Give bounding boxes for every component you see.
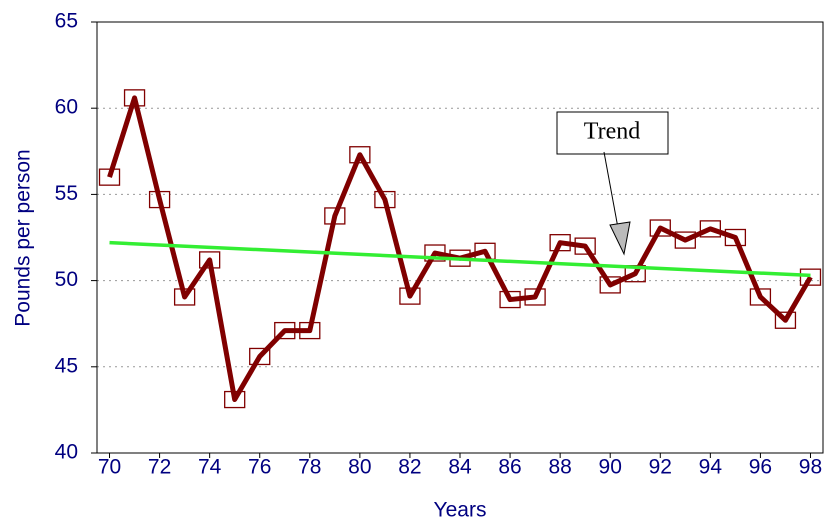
x-tick-label: 84 [448,456,472,479]
point-marker [224,390,246,409]
point-marker [148,190,171,209]
x-tick-label: 88 [548,456,571,479]
point-marker [549,234,571,252]
point-marker [123,89,146,107]
y-tick-label: 60 [55,96,78,119]
y-tick-label: 55 [55,182,78,205]
y-tick-label: 50 [55,268,78,291]
y-axis-label: Pounds per person [12,149,35,326]
annotation-text: Trend [584,119,640,145]
point-marker [574,237,596,255]
point-marker [749,288,772,306]
point-marker [173,288,196,306]
annotation-arrow [603,151,619,229]
x-tick-label: 70 [98,456,121,479]
annotation-arrowhead [609,221,631,256]
point-marker [349,146,371,164]
y-tick-label: 45 [55,354,78,377]
point-marker [324,207,346,225]
point-marker [599,276,621,294]
point-marker [799,268,822,286]
point-marker [524,288,546,306]
point-marker [199,251,221,269]
series-line [109,240,811,278]
point-marker [424,244,446,262]
x-tick-label: 98 [799,456,822,479]
point-marker [274,321,296,340]
point-marker [724,228,747,247]
x-tick-label: 72 [148,456,171,479]
x-axis-label: Years [434,499,487,522]
point-marker [774,311,797,329]
point-marker [699,220,721,238]
point-marker [399,287,421,305]
x-tick-label: 78 [298,456,321,479]
x-tick-label: 90 [599,456,622,479]
x-tick-label: 80 [348,456,371,479]
annotation-box [556,111,669,155]
x-tick-label: 74 [198,456,222,479]
plot-frame [96,21,824,454]
x-tick-label: 94 [699,456,723,479]
point-marker [499,290,521,309]
x-tick-label: 92 [649,456,672,479]
x-tick-label: 82 [398,456,421,479]
x-tick-label: 76 [248,456,271,479]
point-marker [98,168,121,186]
x-tick-label: 86 [498,456,521,479]
point-marker [374,190,396,209]
point-marker [674,231,696,249]
point-marker [299,321,321,340]
point-marker [649,219,671,237]
x-tick-label: 96 [749,456,772,479]
y-tick-label: 65 [55,10,78,33]
y-tick-label: 40 [55,441,78,464]
point-marker [249,347,271,366]
